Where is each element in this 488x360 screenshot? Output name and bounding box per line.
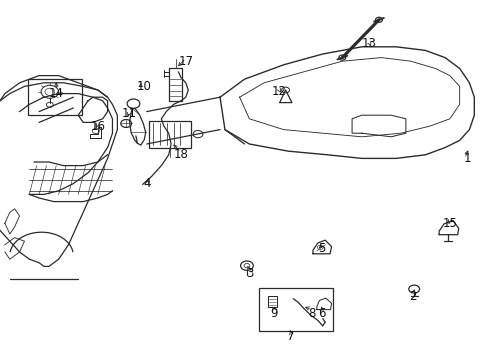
Text: 1: 1 bbox=[462, 152, 470, 165]
Text: 10: 10 bbox=[137, 80, 151, 93]
Text: 4: 4 bbox=[142, 177, 150, 190]
Text: 14: 14 bbox=[49, 87, 63, 100]
Text: 18: 18 bbox=[173, 148, 188, 161]
Text: 9: 9 bbox=[269, 307, 277, 320]
Text: 12: 12 bbox=[271, 85, 285, 98]
Text: 15: 15 bbox=[442, 217, 456, 230]
Text: 5: 5 bbox=[317, 242, 325, 255]
Text: 3: 3 bbox=[245, 267, 253, 280]
Text: 6: 6 bbox=[317, 307, 325, 320]
Circle shape bbox=[338, 55, 345, 60]
Text: 2: 2 bbox=[408, 291, 416, 303]
Text: 16: 16 bbox=[90, 120, 105, 132]
Text: 11: 11 bbox=[122, 107, 137, 120]
Text: 8: 8 bbox=[307, 307, 315, 320]
Text: 13: 13 bbox=[361, 37, 376, 50]
Text: 7: 7 bbox=[286, 330, 294, 343]
Text: 17: 17 bbox=[178, 55, 193, 68]
Circle shape bbox=[375, 17, 382, 22]
